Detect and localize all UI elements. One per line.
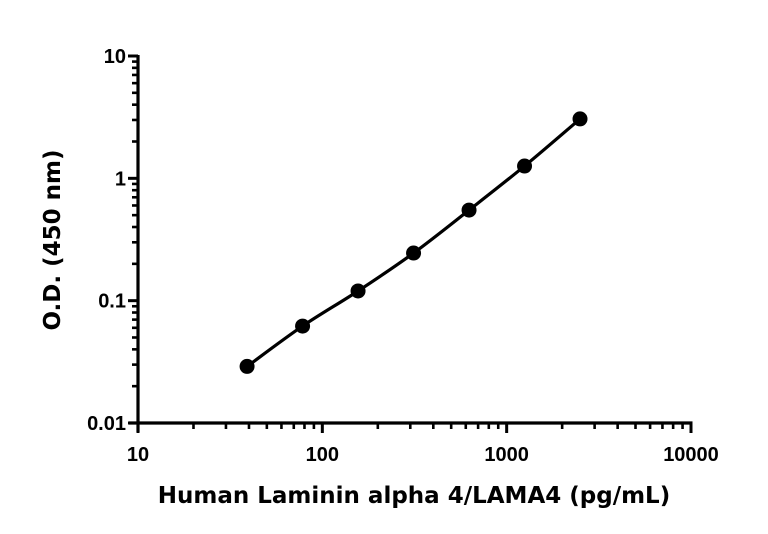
data-point-marker (350, 283, 366, 299)
data-point-marker (406, 245, 422, 261)
x-tick-labels: 10 100 1000 10000 (127, 444, 719, 466)
data-point-marker (517, 158, 533, 174)
data-points (239, 111, 588, 374)
y-tick-label: 0.1 (98, 291, 126, 313)
x-tick-label: 100 (306, 444, 339, 466)
y-tick-labels: 0.01 0.1 1 10 (87, 46, 126, 435)
y-tick-label: 0.01 (87, 413, 126, 435)
x-tick-label: 10000 (663, 444, 719, 466)
data-point-marker (572, 111, 588, 127)
x-tick-label: 1000 (484, 444, 529, 466)
y-tick-label: 1 (115, 168, 126, 190)
axes (128, 54, 693, 433)
data-point-marker (239, 358, 255, 374)
data-point-marker (295, 318, 311, 334)
y-axis-title: O.D. (450 nm) (40, 149, 66, 330)
data-point-marker (461, 202, 477, 218)
x-tick-label: 10 (127, 444, 149, 466)
y-tick-label: 10 (104, 46, 126, 68)
x-axis-title: Human Laminin alpha 4/LAMA4 (pg/mL) (158, 483, 670, 509)
